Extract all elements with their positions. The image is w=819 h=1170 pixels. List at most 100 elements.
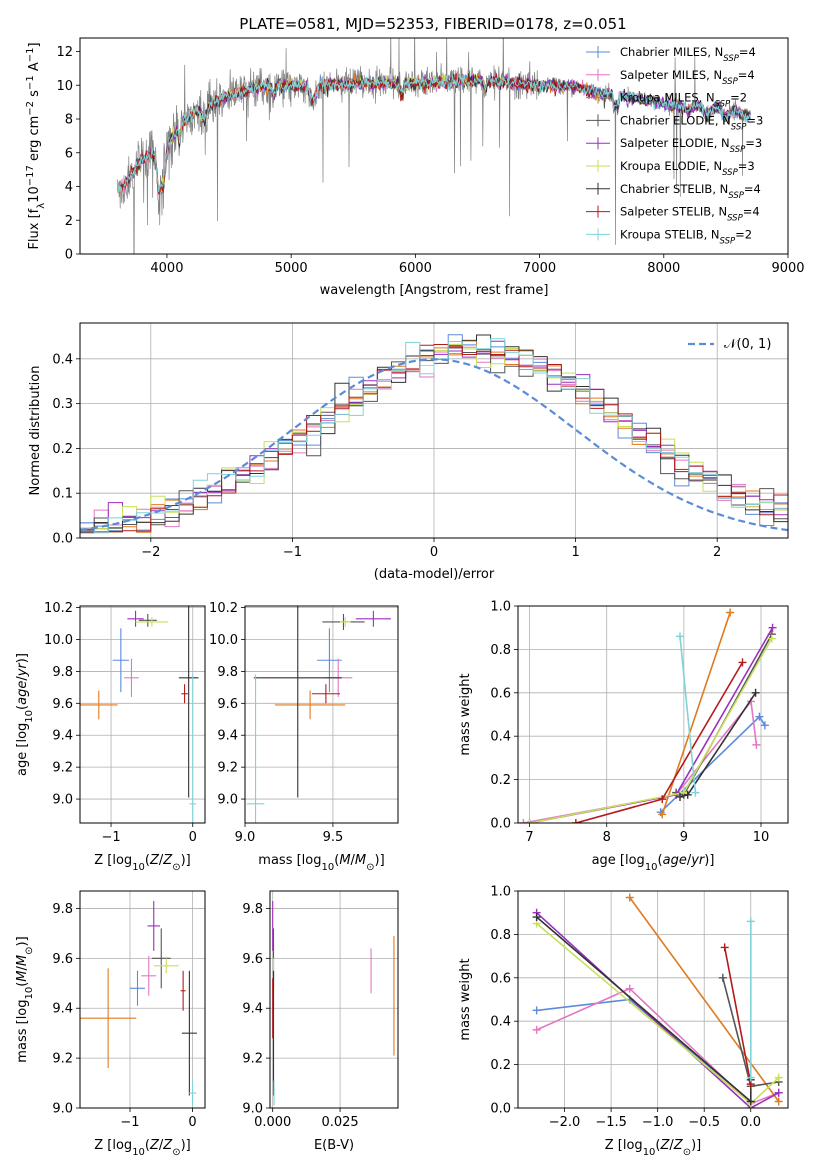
x-tick-label: 9000 bbox=[771, 261, 804, 276]
series-marker bbox=[691, 788, 700, 797]
y-tick-label: 0.6 bbox=[490, 971, 511, 986]
series-marker bbox=[676, 632, 684, 641]
y-tick-label: 9.6 bbox=[52, 952, 73, 967]
y-tick-label: 9.4 bbox=[242, 1002, 263, 1017]
x-tick-label: 9.0 bbox=[235, 830, 256, 845]
series-marker bbox=[767, 634, 776, 643]
x-tick-label: 0.0 bbox=[740, 1115, 761, 1130]
series-marker bbox=[746, 917, 755, 926]
y-tick-label: 10.2 bbox=[44, 601, 73, 616]
series-marker bbox=[625, 893, 634, 902]
series-line bbox=[536, 987, 779, 1105]
y-tick-label: 9.0 bbox=[52, 1102, 73, 1117]
legend-entry-label: Chabrier STELIB, NSSP=4 bbox=[620, 182, 761, 201]
x-tick-label: −2 bbox=[141, 545, 160, 560]
y-tick-label: 9.4 bbox=[217, 729, 238, 744]
x-axis-label: (data-model)/error bbox=[374, 567, 495, 582]
series-marker bbox=[746, 1073, 755, 1082]
massweight-vs-age-panel: 7 8 9 10 0.0 0.2 0.4 0.6 0.8 1.0 age [log10(age/yr… bbox=[458, 600, 789, 873]
x-axis-label: E(B-V) bbox=[314, 1138, 354, 1153]
axes-frame bbox=[79, 322, 789, 539]
plot-area bbox=[80, 606, 199, 823]
age-vs-mass-panel: 9.0 9.5 9.0 9.2 9.4 9.6 9.8 10.0 10.2 mass [log10… bbox=[209, 601, 399, 873]
x-tick-label: −2.0 bbox=[549, 1115, 581, 1130]
x-tick-label: 0.025 bbox=[321, 1115, 358, 1130]
x-tick-label: 9.5 bbox=[323, 830, 344, 845]
y-tick-label: 0.8 bbox=[490, 928, 511, 943]
y-tick-label: 0.2 bbox=[52, 442, 73, 457]
x-axis-label: mass [log10(M/M⊙)] bbox=[258, 853, 384, 873]
y-tick-label: 9.6 bbox=[242, 952, 263, 967]
y-axis-label: mass [log10(M/M⊙)] bbox=[15, 936, 35, 1062]
series-marker bbox=[532, 913, 541, 922]
y-tick-label: 0.4 bbox=[490, 1015, 511, 1030]
y-axis-label: age [log10(age/yr)] bbox=[15, 653, 35, 776]
y-tick-label: 10.0 bbox=[209, 633, 238, 648]
series-marker bbox=[738, 658, 747, 667]
axes-frame bbox=[244, 605, 399, 824]
x-tick-label: 8000 bbox=[647, 261, 680, 276]
x-tick-label: 7000 bbox=[523, 261, 556, 276]
x-axis-label: Z [log10(Z/Z⊙)] bbox=[94, 853, 191, 873]
plot-area bbox=[80, 334, 788, 534]
x-tick-label: 7 bbox=[525, 830, 533, 845]
y-tick-label: 9.2 bbox=[242, 1052, 263, 1067]
plot-area bbox=[246, 606, 391, 823]
y-tick-label: 12 bbox=[56, 45, 73, 60]
x-tick-label: 8 bbox=[603, 830, 611, 845]
y-tick-label: 0.4 bbox=[52, 352, 73, 367]
y-tick-label: 9.8 bbox=[52, 902, 73, 917]
histogram-step-line bbox=[80, 344, 788, 533]
series-marker bbox=[768, 623, 777, 632]
y-tick-label: 2 bbox=[65, 214, 73, 229]
x-tick-label: −1 bbox=[283, 545, 302, 560]
mass-vs-ebv-panel: 0.000 0.025 9.0 9.2 9.4 9.6 9.8 E(B-V) bbox=[242, 890, 399, 1153]
y-tick-label: 10 bbox=[56, 79, 73, 94]
legend-entry-label: Kroupa ELODIE, NSSP=3 bbox=[620, 159, 755, 178]
y-tick-label: 0.0 bbox=[490, 1102, 511, 1117]
series-line bbox=[629, 897, 780, 1102]
x-tick-label: 6000 bbox=[399, 261, 432, 276]
spectrum-legend: Chabrier MILES, NSSP=4 Salpeter MILES, NS… bbox=[586, 45, 763, 246]
legend-entry-label: Chabrier ELODIE, NSSP=3 bbox=[620, 113, 763, 132]
series-marker bbox=[718, 973, 727, 982]
x-tick-label: 1 bbox=[571, 545, 579, 560]
series-marker bbox=[726, 608, 735, 617]
series-marker bbox=[774, 1088, 783, 1097]
x-tick-label: 0 bbox=[430, 545, 438, 560]
series-marker bbox=[658, 810, 667, 819]
y-tick-label: 9.6 bbox=[217, 697, 238, 712]
legend-entry-label: Salpeter MILES, NSSP=4 bbox=[620, 68, 755, 87]
y-tick-label: 10.0 bbox=[44, 633, 73, 648]
model-spectrum-line bbox=[121, 73, 593, 195]
grid-lines bbox=[270, 891, 398, 1109]
mass-vs-metallicity-panel: −1 0 9.0 9.2 9.4 9.6 9.8 Z [log10(Z/Z⊙)] mass [l… bbox=[15, 890, 206, 1158]
spectrum-panel: 4000 5000 6000 7000 8000 9000 0 2 4 6 8 10 12 wavelen… bbox=[25, 37, 805, 298]
y-tick-label: 9.0 bbox=[242, 1102, 263, 1117]
grid-lines bbox=[518, 605, 788, 824]
y-axis-label: mass weight bbox=[458, 673, 473, 755]
axes-frame bbox=[79, 890, 206, 1109]
plot-area bbox=[272, 900, 395, 1106]
plot-area bbox=[116, 38, 752, 254]
axes-frame bbox=[517, 605, 789, 824]
series-marker bbox=[532, 1006, 541, 1015]
series-line bbox=[529, 627, 774, 823]
x-axis-label: wavelength [Angstrom, rest frame] bbox=[320, 283, 549, 298]
series-line bbox=[661, 612, 731, 815]
x-tick-label: 0 bbox=[188, 1115, 196, 1130]
axes-frame bbox=[517, 890, 789, 1109]
x-axis-label: age [log10(age/yr)] bbox=[592, 853, 715, 873]
series-line bbox=[723, 947, 752, 1085]
legend-entry-label: Salpeter ELODIE, NSSP=3 bbox=[620, 136, 762, 155]
y-axis-label: mass weight bbox=[458, 958, 473, 1040]
y-tick-label: 1.0 bbox=[490, 600, 511, 615]
x-tick-label: 5000 bbox=[275, 261, 308, 276]
y-axis-label: Normed distribution bbox=[28, 366, 43, 496]
grid-lines bbox=[80, 891, 205, 1109]
y-tick-label: 9.6 bbox=[52, 697, 73, 712]
model-spectrum-line bbox=[118, 74, 751, 195]
y-tick-label: 9.4 bbox=[52, 1002, 73, 1017]
series-marker bbox=[532, 1025, 541, 1034]
residual-histogram-panel: −2 −1 0 1 2 0.0 0.1 0.2 0.3 0.4 𝒩(0, 1) (data-model… bbox=[28, 322, 789, 582]
